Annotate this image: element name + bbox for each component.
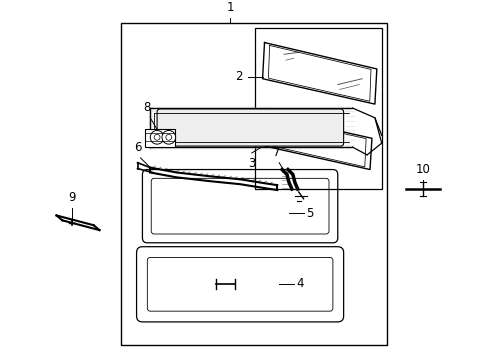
Text: 7: 7 — [273, 146, 281, 159]
Bar — [145, 130, 174, 147]
Text: 9: 9 — [68, 191, 76, 204]
Text: 5: 5 — [306, 207, 313, 220]
Bar — [121, 23, 386, 345]
Bar — [254, 28, 381, 189]
Circle shape — [150, 130, 163, 144]
FancyBboxPatch shape — [157, 109, 343, 146]
Circle shape — [162, 130, 175, 144]
Text: 10: 10 — [414, 163, 429, 176]
Text: 2: 2 — [235, 70, 243, 83]
Text: 6: 6 — [134, 141, 141, 154]
Text: 8: 8 — [143, 101, 151, 114]
Bar — [160, 112, 340, 143]
Text: 3: 3 — [247, 157, 255, 170]
Text: 1: 1 — [226, 1, 234, 14]
Text: 4: 4 — [296, 277, 304, 290]
